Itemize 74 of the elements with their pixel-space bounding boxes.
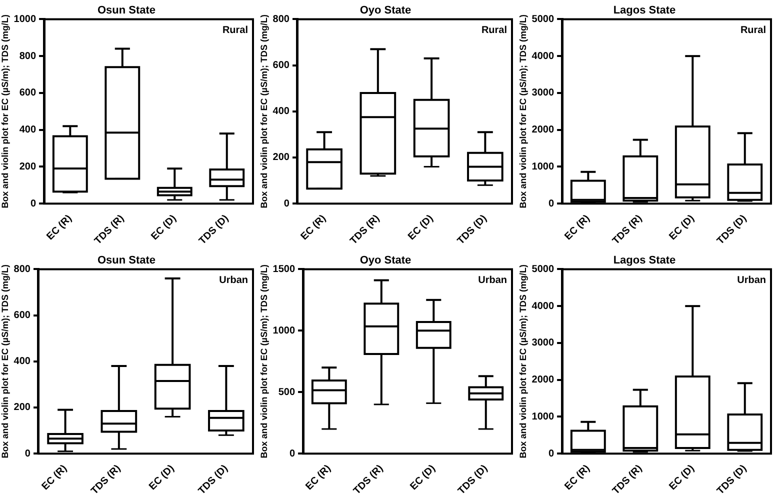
y-tick-label: 3000 — [532, 338, 554, 349]
x-tick-label: EC (R) — [304, 463, 334, 493]
y-tick-label: 1500 — [272, 264, 296, 275]
chart-title: Osun State — [97, 4, 156, 17]
y-tick-label: 5000 — [532, 14, 554, 25]
x-tick-label: TDS (R) — [610, 463, 644, 497]
x-tick-label: EC (R) — [562, 213, 592, 243]
annotation: Urban — [219, 274, 248, 286]
annotation: Urban — [478, 274, 507, 286]
y-tick-label: 1000 — [14, 14, 36, 25]
y-axis-title: Box and violin plot for EC (µS/m); TDS (mg/L) — [258, 14, 269, 208]
annotation: Urban — [737, 274, 766, 286]
x-tick-label: EC (R) — [44, 213, 74, 243]
y-tick-label: 600 — [14, 310, 31, 322]
y-tick-label: 800 — [14, 264, 31, 275]
y-tick-label: 0 — [548, 198, 554, 210]
x-tick-label: EC (R) — [40, 463, 70, 493]
x-tick-label: TDS (R) — [89, 463, 123, 497]
x-tick-label: EC (D) — [149, 213, 179, 243]
chart-title: Lagos State — [613, 4, 676, 17]
y-axis-title: Box and violin plot for EC (µS/m); TDS (mg/L) — [518, 14, 528, 208]
x-tick-label: TDS (R) — [92, 213, 126, 247]
y-axis-title: Box and violin plot for EC (µS/m); TDS (mg/L) — [258, 264, 269, 458]
y-tick-label: 5000 — [532, 264, 554, 275]
x-tick-label: TDS (D) — [456, 213, 490, 247]
x-tick-label: TDS (R) — [352, 463, 386, 497]
y-tick-label: 400 — [14, 356, 31, 368]
y-tick-label: 600 — [19, 88, 36, 99]
y-tick-label: 0 — [289, 448, 296, 460]
y-axis-title: Box and violin plot for EC (µS/m); TDS (mg/L) — [518, 264, 528, 458]
y-axis-title: Box and violin plot for EC (µS/m); TDS (mg/L) — [0, 264, 10, 458]
x-tick-label: TDS (D) — [196, 463, 230, 497]
chart-title: Osun State — [97, 254, 156, 267]
y-tick-label: 1000 — [532, 411, 554, 422]
x-tick-label: EC (R) — [298, 213, 328, 243]
x-tick-label: TDS (D) — [715, 463, 749, 497]
y-tick-label: 4000 — [532, 50, 554, 62]
x-tick-label: TDS (D) — [456, 463, 490, 497]
y-tick-label: 600 — [272, 60, 290, 72]
x-tick-label: TDS (R) — [348, 213, 382, 247]
y-axis-title: Box and violin plot for EC (µS/m); TDS (mg/L) — [0, 14, 10, 208]
annotation: Rural — [481, 24, 508, 36]
y-tick-label: 800 — [19, 50, 36, 62]
x-tick-label: TDS (D) — [197, 213, 231, 247]
y-tick-label: 800 — [272, 14, 290, 25]
y-tick-label: 3000 — [532, 88, 554, 99]
x-tick-label: EC (R) — [562, 463, 592, 493]
x-tick-label: EC (D) — [406, 213, 436, 243]
y-tick-label: 0 — [284, 198, 290, 210]
y-tick-label: 400 — [19, 124, 36, 136]
y-tick-label: 0 — [548, 448, 554, 460]
x-tick-label: EC (D) — [408, 463, 438, 493]
y-tick-label: 500 — [278, 386, 296, 398]
x-tick-label: EC (D) — [147, 463, 177, 493]
x-tick-label: EC (D) — [667, 213, 697, 243]
y-tick-label: 4000 — [532, 300, 554, 312]
chart-title: Lagos State — [613, 254, 676, 267]
annotation: Rural — [740, 24, 766, 36]
y-tick-label: 0 — [24, 448, 31, 460]
x-tick-label: TDS (R) — [610, 213, 644, 247]
y-tick-label: 200 — [14, 402, 31, 414]
y-tick-label: 200 — [19, 161, 36, 172]
y-tick-label: 400 — [272, 106, 290, 118]
x-tick-label: EC (D) — [667, 463, 697, 493]
annotation: Rural — [222, 24, 248, 36]
y-tick-label: 0 — [30, 198, 36, 210]
y-tick-label: 1000 — [532, 161, 554, 172]
chart-title: Oyo State — [360, 4, 412, 17]
y-tick-label: 200 — [272, 152, 290, 164]
y-tick-label: 2000 — [532, 374, 554, 386]
x-tick-label: TDS (D) — [715, 213, 749, 247]
chart-title: Oyo State — [360, 254, 412, 267]
y-tick-label: 2000 — [532, 124, 554, 136]
y-tick-label: 1000 — [272, 325, 296, 336]
